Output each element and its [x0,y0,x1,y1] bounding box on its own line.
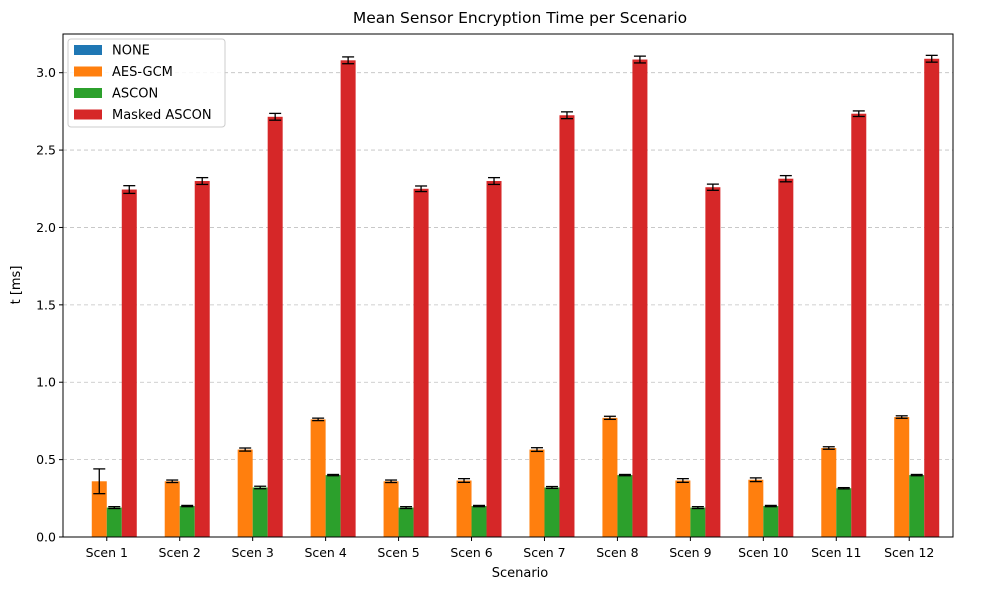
x-tick-label: Scen 3 [231,545,273,560]
bar [778,178,794,537]
bar [559,115,575,537]
bar [529,449,545,537]
bar [836,488,852,537]
y-axis: 0.0 0.5 1.0 1.5 2.0 2.5 3.0 [36,65,63,545]
bar [340,60,356,538]
legend: NONE AES-GCM ASCON Masked ASCON [67,38,226,128]
bar [821,448,837,537]
legend-label: ASCON [112,87,158,102]
bar [310,419,326,537]
x-tick-label: Scen 11 [811,545,861,560]
x-tick-label: Scen 9 [669,545,711,560]
bar [164,481,180,537]
bar [383,481,399,537]
chart-title: Mean Sensor Encryption Time per Scenario [353,9,687,27]
y-tick-label: 2.0 [36,220,56,235]
bar [194,181,210,537]
x-tick-label: Scen 2 [159,545,201,560]
y-tick-label: 3.0 [36,65,56,80]
bar [486,181,502,537]
bar [851,113,867,538]
legend-label: NONE [112,44,150,59]
bar [413,188,429,537]
x-tick-label: Scen 8 [596,545,638,560]
error-bars-layer [93,54,938,510]
bars-layer [76,58,940,538]
y-tick-label: 2.5 [36,143,56,158]
bar [121,189,137,537]
y-axis-title: t [ms] [9,266,24,305]
bar [471,506,487,537]
y-tick-label: 0.5 [36,452,56,467]
x-tick-label: Scen 7 [523,545,565,560]
legend-label: AES-GCM [112,65,173,80]
y-tick-label: 1.5 [36,297,56,312]
bar [91,481,107,537]
legend-label: Masked ASCON [112,108,212,123]
bar [894,417,910,537]
plot-frame [62,33,954,538]
bar [252,487,268,537]
x-axis: Scen 1 Scen 2 Scen 3 Scen 4 Scen 5 Scen 6 Scen… [86,537,934,560]
legend-swatch [74,45,102,55]
bar [632,59,648,537]
bar [325,475,341,537]
legend-swatch [74,88,102,98]
y-tick-label: 0.0 [36,530,56,545]
legend-box [67,38,226,128]
bar [544,487,560,537]
bar [763,506,779,537]
bar [924,58,940,538]
bar [602,417,618,537]
bar [179,506,195,537]
bar [456,480,472,537]
bar [748,479,764,537]
bar [398,507,414,537]
x-axis-title: Scenario [492,566,549,581]
legend-swatch [74,66,102,77]
bar [690,507,706,537]
bar [909,475,925,537]
x-tick-label: Scen 4 [304,545,346,560]
x-tick-label: Scen 5 [377,545,419,560]
bar [617,475,633,537]
bar [106,507,122,537]
x-tick-label: Scen 1 [86,545,128,560]
bar [675,480,691,537]
legend-swatch [74,109,102,120]
bar [705,187,721,537]
bar [237,449,253,537]
bar [267,116,283,537]
x-tick-label: Scen 12 [884,545,934,560]
x-tick-label: Scen 10 [738,545,788,560]
y-tick-label: 1.0 [36,375,56,390]
x-tick-label: Scen 6 [450,545,492,560]
